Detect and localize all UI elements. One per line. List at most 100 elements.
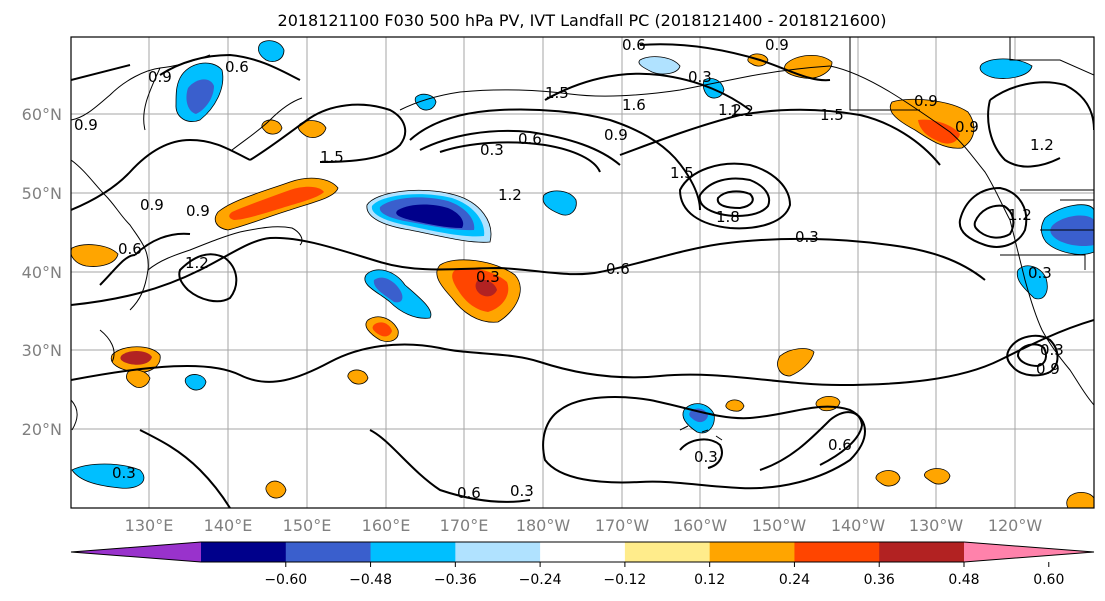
- lat-label: 60°N: [22, 105, 62, 124]
- contour-label: 1.5: [820, 106, 844, 124]
- negative-pv-region: [638, 56, 681, 75]
- colorbar-segment: [709, 542, 795, 562]
- positive-pv-region: [372, 322, 392, 337]
- positive-pv-region: [924, 468, 951, 485]
- positive-pv-region: [777, 348, 815, 377]
- positive-pv-region: [126, 369, 151, 388]
- colorbar-segment: [794, 542, 880, 562]
- colorbar-extend-min: [71, 542, 201, 562]
- contour-label: 0.3: [1028, 264, 1052, 282]
- lon-label: 140°W: [831, 516, 886, 535]
- colorbar-segment: [879, 542, 965, 562]
- lon-label: 140°E: [204, 516, 253, 535]
- contour-label: 1.2: [718, 101, 742, 119]
- lat-label: 20°N: [22, 420, 62, 439]
- positive-pv-region: [298, 120, 327, 138]
- colorbar-tick-label: 0.24: [779, 572, 810, 588]
- negative-pv-region: [979, 58, 1033, 79]
- colorbar-outline: [70, 541, 1095, 563]
- contour-label: 0.9: [148, 68, 172, 86]
- contour-label: 0.3: [795, 228, 819, 246]
- contour-label: 0.3: [688, 68, 712, 86]
- positive-pv-region: [71, 244, 119, 267]
- lon-label: 150°W: [752, 516, 807, 535]
- contour-label: 0.3: [476, 268, 500, 286]
- contour-label: 0.3: [1040, 341, 1064, 359]
- contour-label: 1.2: [498, 186, 522, 204]
- lat-label: 50°N: [22, 184, 62, 203]
- contour-label: 1.8: [716, 208, 740, 226]
- contour-label: 1.2: [185, 254, 209, 272]
- colorbar-segment: [201, 542, 287, 562]
- positive-pv-region: [265, 480, 287, 499]
- lon-label: 170°E: [440, 516, 489, 535]
- negative-pv-core: [1050, 215, 1094, 247]
- contour-label: 0.9: [186, 202, 210, 220]
- colorbar-tick-label: −0.12: [603, 572, 646, 588]
- colorbar-tick-label: 0.48: [948, 572, 979, 588]
- pv-anomaly-shading: [71, 40, 1094, 508]
- contour-label: 1.5: [320, 148, 344, 166]
- colorbar-tick-label: −0.48: [349, 572, 392, 588]
- colorbar-tick-label: −0.60: [264, 572, 307, 588]
- contour-label: 1.5: [670, 164, 694, 182]
- colorbar-tick-label: −0.24: [519, 572, 562, 588]
- contour-label: 0.3: [480, 141, 504, 159]
- positive-pv-region: [347, 369, 369, 385]
- positive-pv-region: [784, 55, 833, 79]
- positive-pv-region: [229, 186, 324, 220]
- contour-label: 1.5: [545, 84, 569, 102]
- coastlines: [71, 37, 1094, 441]
- contour-label: 0.3: [694, 448, 718, 466]
- contour-label: 0.3: [510, 482, 534, 500]
- contour-label: 0.9: [604, 126, 628, 144]
- lat-label: 30°N: [22, 341, 62, 360]
- negative-pv-region: [1016, 265, 1048, 300]
- lon-label: 160°E: [362, 516, 411, 535]
- positive-pv-region: [815, 396, 841, 412]
- map-frame: [70, 36, 1095, 509]
- contour-label: 0.9: [74, 116, 98, 134]
- contour-label: 0.3: [112, 464, 136, 482]
- positive-pv-region: [120, 351, 152, 365]
- positive-pv-region: [725, 399, 745, 412]
- contour-label: 0.9: [765, 36, 789, 54]
- contour-label: 0.9: [140, 196, 164, 214]
- negative-pv-core: [396, 204, 464, 228]
- positive-pv-region: [875, 470, 901, 487]
- lon-label: 130°E: [125, 516, 174, 535]
- negative-pv-region: [71, 463, 145, 489]
- contour-label: 0.9: [955, 118, 979, 136]
- contour-label: 1.2: [1008, 206, 1032, 224]
- negative-pv-region: [258, 40, 285, 62]
- contour-label: 0.6: [606, 260, 630, 278]
- longitude-labels: 130°E 140°E 150°E 160°E 170°E 180°W 170°…: [125, 516, 1043, 535]
- lon-label: 150°E: [283, 516, 332, 535]
- positive-pv-region: [1066, 492, 1094, 508]
- negative-pv-region: [373, 277, 403, 303]
- contour-label: 1.2: [1030, 136, 1054, 154]
- negative-pv-region: [186, 79, 214, 114]
- positive-pv-region: [918, 119, 960, 144]
- colorbar-segment: [540, 542, 626, 562]
- contour-label: 0.6: [457, 484, 481, 502]
- contour-label: 0.6: [828, 436, 852, 454]
- contour-labels: 0.9 0.6 0.6 0.9 0.3 1.5 1.6 1.2 1.5 0.3 …: [74, 36, 1064, 502]
- negative-pv-region: [542, 190, 577, 216]
- colorbar-segment: [455, 542, 541, 562]
- map-panel: 0.9 0.6 0.6 0.9 0.3 1.5 1.6 1.2 1.5 0.3 …: [71, 36, 1094, 508]
- lat-label: 40°N: [22, 263, 62, 282]
- figure-title: 2018121100 F030 500 hPa PV, IVT Landfall…: [278, 11, 887, 30]
- colorbar-segment: [624, 542, 711, 562]
- colorbar-tick-label: 0.12: [694, 572, 725, 588]
- colorbar-segment: [370, 542, 456, 562]
- latitude-labels: 60°N 50°N 40°N 30°N 20°N: [22, 105, 62, 439]
- contour-label: 0.6: [518, 130, 542, 148]
- colorbar-tick-label: 0.60: [1033, 572, 1064, 588]
- lon-label: 180°W: [516, 516, 571, 535]
- contour-label: 0.9: [914, 92, 938, 110]
- colorbar-tick-label: −0.36: [434, 572, 477, 588]
- lon-label: 120°W: [988, 516, 1043, 535]
- contour-label: 0.9: [1036, 360, 1060, 378]
